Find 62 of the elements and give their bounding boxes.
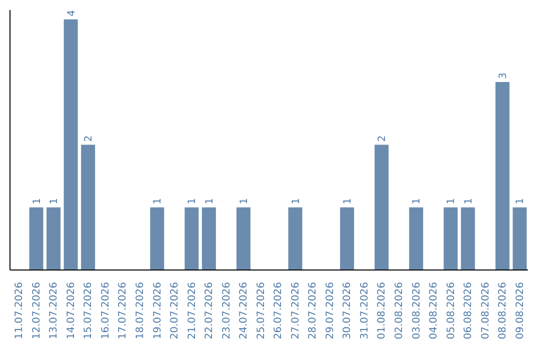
bar xyxy=(64,19,78,270)
data-label: 1 xyxy=(342,198,354,204)
x-tick-label: 04.08.2026 xyxy=(428,282,440,340)
data-label: 1 xyxy=(412,198,423,204)
bar xyxy=(236,207,250,270)
data-label: 1 xyxy=(463,198,474,204)
bar xyxy=(46,207,61,270)
x-tick-label: 29.07.2026 xyxy=(324,282,336,340)
x-tick-label: 14.07.2026 xyxy=(66,282,77,340)
bar xyxy=(202,207,216,270)
bar xyxy=(460,207,475,270)
data-label: 1 xyxy=(152,198,164,204)
x-tick-label: 03.08.2026 xyxy=(411,282,422,340)
bar xyxy=(288,207,302,270)
x-tick-label: 21.07.2026 xyxy=(186,282,198,340)
x-tick-label: 25.07.2026 xyxy=(256,282,267,340)
x-tick-label: 11.07.2026 xyxy=(14,282,26,340)
data-label: 4 xyxy=(66,10,78,16)
bar xyxy=(29,207,44,270)
x-tick-label: 18.07.2026 xyxy=(135,282,146,340)
bar xyxy=(184,207,199,270)
x-tick-label: 20.07.2026 xyxy=(170,282,181,340)
data-label: 2 xyxy=(377,135,388,142)
x-tick-label: 02.08.2026 xyxy=(394,282,405,340)
x-tick-label: 28.07.2026 xyxy=(308,282,319,340)
x-tick-label: 24.07.2026 xyxy=(238,282,250,340)
bar xyxy=(512,207,527,270)
x-tick-label: 07.08.2026 xyxy=(480,282,492,340)
bar xyxy=(150,207,164,270)
x-tick-label: 05.08.2026 xyxy=(446,282,457,340)
x-tick-label: 22.07.2026 xyxy=(204,282,216,340)
data-label: 3 xyxy=(498,72,509,80)
data-label: 1 xyxy=(446,198,458,204)
x-tick-label: 30.07.2026 xyxy=(342,282,354,340)
data-label: 1 xyxy=(32,198,43,204)
data-label: 1 xyxy=(204,198,216,204)
x-tick-label: 01.08.2026 xyxy=(376,282,388,340)
data-label: 1 xyxy=(49,198,60,204)
data-label: 2 xyxy=(84,135,95,142)
x-tick-label: 15.07.2026 xyxy=(83,282,94,340)
x-tick-label: 17.07.2026 xyxy=(118,282,129,340)
bar xyxy=(495,82,510,270)
x-tick-label: 23.07.2026 xyxy=(221,282,232,340)
x-tick-label: 09.08.2026 xyxy=(514,282,526,340)
bar xyxy=(409,207,424,270)
x-tick-label: 31.07.2026 xyxy=(359,282,370,340)
data-label: 1 xyxy=(515,198,526,204)
x-tick-label: 19.07.2026 xyxy=(152,282,164,340)
bar xyxy=(81,144,96,270)
x-tick-label: 08.08.2026 xyxy=(498,282,509,340)
x-tick-label: 12.07.2026 xyxy=(31,282,42,340)
x-tick-label: 27.07.2026 xyxy=(290,282,302,340)
x-tick-label: 13.07.2026 xyxy=(48,282,60,340)
bar xyxy=(374,144,389,270)
data-label: 1 xyxy=(187,198,198,204)
bar xyxy=(340,207,354,270)
data-label: 1 xyxy=(238,198,250,204)
bar xyxy=(444,207,458,270)
x-tick-label: 26.07.2026 xyxy=(273,282,284,340)
x-tick-label: 06.08.2026 xyxy=(463,282,474,340)
x-tick-label: 16.07.2026 xyxy=(100,282,112,340)
data-label: 1 xyxy=(290,198,302,204)
